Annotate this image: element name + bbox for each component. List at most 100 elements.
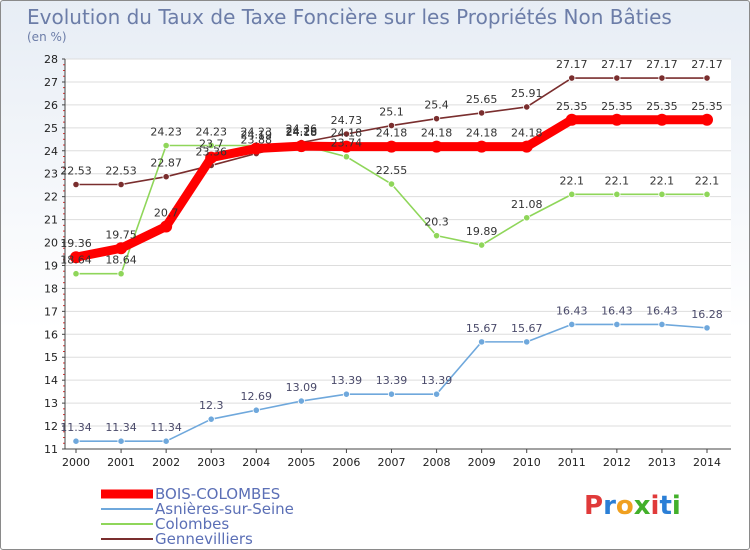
data-point [207,141,215,150]
data-point [520,140,533,153]
data-point [658,190,666,198]
data-label: 16.43 [646,304,678,317]
proxiti-logo: Proxiti [584,491,681,521]
data-point [115,242,128,255]
data-point [432,390,441,398]
data-label: 23.88 [241,134,273,147]
chart-title: Evolution du Taux de Taxe Foncière sur l… [27,5,672,29]
x-tick-label: 2009 [468,456,496,469]
y-tick-label: 13 [44,397,58,410]
x-tick-label: 2001 [107,456,135,469]
data-point [117,180,125,189]
data-label: 20.7 [154,206,179,219]
data-label: 22.87 [150,157,182,170]
data-label: 13.39 [421,374,453,387]
x-tick-label: 2007 [378,456,406,469]
data-point [297,397,305,405]
data-label: 16.28 [691,308,723,321]
y-tick-label: 21 [44,214,58,227]
data-label: 24.23 [150,125,182,138]
x-tick-label: 2006 [332,456,360,469]
y-tick-label: 23 [44,168,58,181]
data-label: 25.4 [424,99,449,112]
data-label: 23.7 [199,138,224,151]
logo-letter: P [584,491,604,521]
data-point [295,140,308,153]
data-point [162,173,170,181]
data-label: 24.73 [331,114,363,127]
data-point [701,113,713,126]
data-point [613,320,621,329]
y-tick-label: 16 [44,328,58,341]
data-label: 15.67 [511,322,543,335]
y-tick-label: 26 [44,99,58,112]
data-label: 24.26 [286,125,318,138]
y-tick-label: 28 [44,53,58,66]
x-tick-label: 2012 [603,456,631,469]
y-tick-label: 12 [44,420,58,433]
data-point [342,153,351,161]
data-label: 25.35 [601,100,633,113]
data-point [342,390,351,398]
data-point [250,142,263,155]
data-label: 25.91 [511,87,543,100]
data-label: 22.53 [105,164,137,177]
data-point [432,115,441,123]
data-point [568,190,576,198]
data-label: 27.17 [646,58,678,71]
data-label: 16.43 [601,304,633,317]
data-point [478,109,486,117]
x-tick-label: 2003 [197,456,225,469]
y-tick-label: 19 [44,259,58,272]
data-label: 25.35 [691,100,723,113]
data-point [387,390,396,398]
data-point [658,74,666,82]
logo-letter: i [671,491,681,521]
data-point [387,121,396,130]
data-point [205,151,218,164]
data-label: 23.36 [195,145,227,158]
data-label: 27.17 [691,58,723,71]
data-point [610,113,623,126]
data-point [387,180,396,188]
data-point [613,74,621,82]
data-label: 13.39 [376,374,408,387]
y-tick-label: 18 [44,282,58,295]
data-label: 22.1 [650,174,675,187]
data-label: 16.43 [556,304,588,317]
data-label: 27.17 [601,58,633,71]
data-label: 13.09 [286,381,318,394]
x-tick-label: 2013 [648,456,676,469]
data-point [478,338,486,346]
y-tick-label: 25 [44,122,58,135]
x-tick-label: 2004 [242,456,270,469]
data-label: 19.36 [60,237,92,250]
data-point [568,320,576,329]
data-label: 19.89 [466,225,498,238]
data-point [523,103,531,111]
data-label: 24.23 [195,125,227,138]
data-label: 13.39 [331,374,363,387]
data-label: 25.65 [466,93,498,106]
data-label: 12.3 [199,399,224,412]
x-tick-label: 2011 [558,456,586,469]
y-tick-label: 24 [44,145,58,158]
data-label: 24.18 [421,127,453,140]
data-point [342,130,351,138]
data-point [478,241,486,249]
x-tick-label: 2002 [152,456,180,469]
data-label: 19.75 [105,228,137,241]
x-tick-label: 2000 [62,456,90,469]
data-point [72,437,80,445]
logo-letter: t [659,491,672,521]
data-point [160,220,173,233]
x-tick-label: 2005 [287,456,315,469]
y-tick-label: 17 [44,305,58,318]
data-point [613,190,621,198]
logo-letter: i [650,491,660,521]
data-label: 24.18 [376,127,408,140]
legend-label: BOIS-COLOMBES [155,485,280,503]
y-tick-label: 20 [44,237,58,250]
data-point [385,140,398,153]
data-label: 18.64 [105,254,137,267]
